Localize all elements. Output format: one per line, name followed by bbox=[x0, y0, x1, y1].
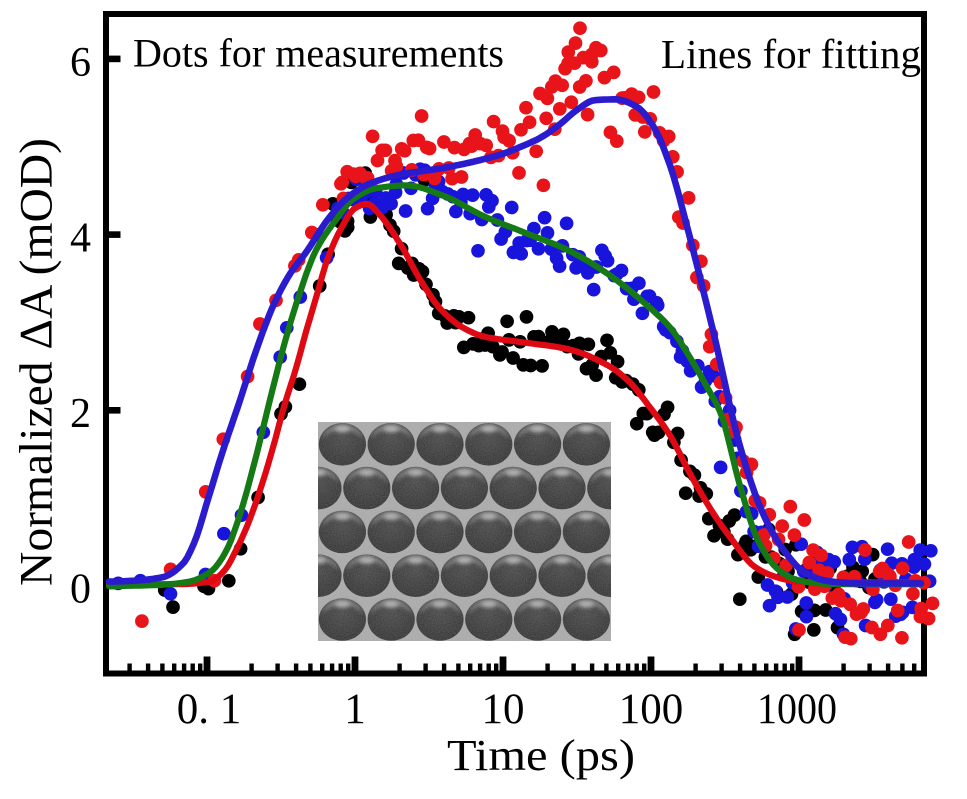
svg-text:4: 4 bbox=[70, 216, 91, 262]
svg-text:2: 2 bbox=[70, 391, 91, 437]
svg-text:1000: 1000 bbox=[757, 686, 837, 733]
svg-text:10: 10 bbox=[482, 686, 525, 733]
svg-text:Lines for fitting: Lines for fitting bbox=[661, 31, 921, 77]
svg-text:6: 6 bbox=[70, 40, 91, 86]
svg-text:Time (ps): Time (ps) bbox=[447, 730, 635, 780]
svg-text:1: 1 bbox=[344, 686, 366, 733]
svg-text:Normalized ΔA (mOD): Normalized ΔA (mOD) bbox=[12, 138, 63, 586]
svg-text:0. 1: 0. 1 bbox=[177, 686, 242, 733]
svg-text:100: 100 bbox=[619, 686, 684, 733]
svg-text:Dots for measurements: Dots for measurements bbox=[133, 31, 504, 76]
svg-text:0: 0 bbox=[70, 567, 91, 613]
